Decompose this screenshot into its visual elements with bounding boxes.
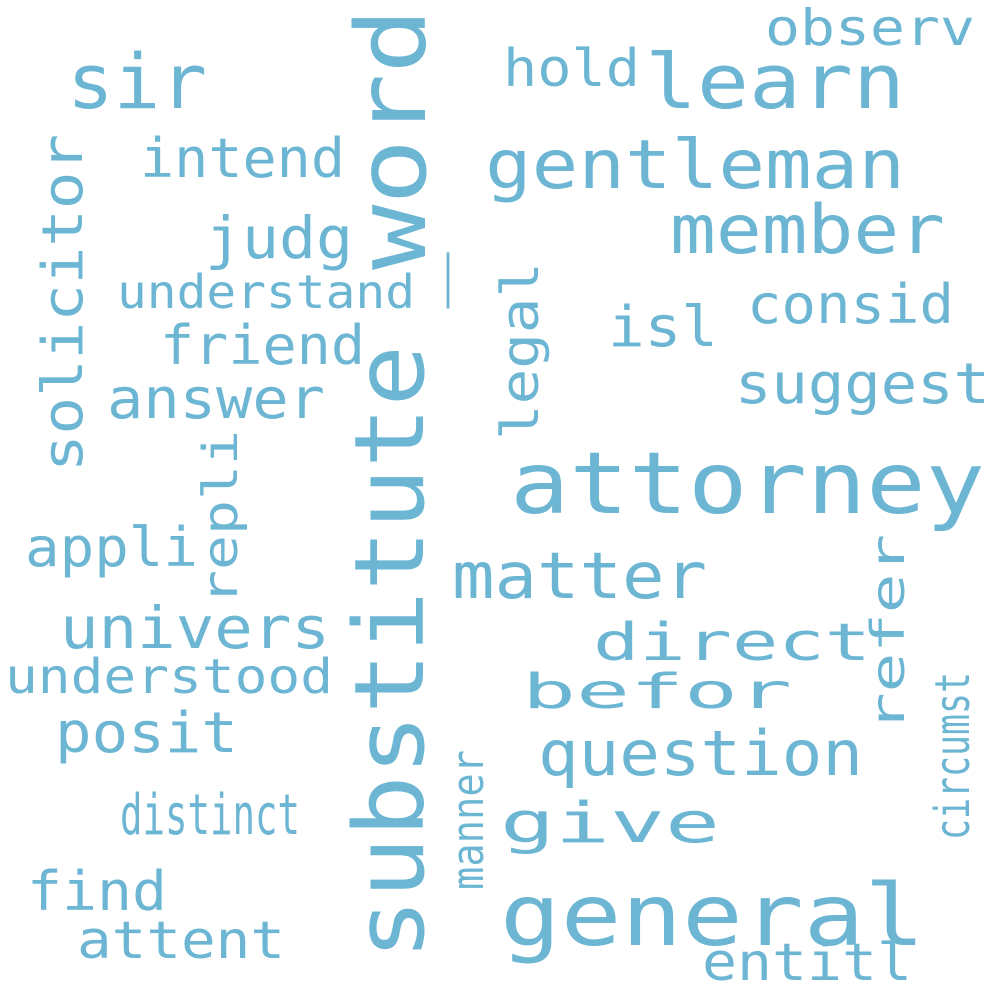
word-entitl: entitl <box>702 933 912 993</box>
word-matter: matter <box>452 540 707 614</box>
word-distinct: direct <box>593 613 871 673</box>
word-learn: learn <box>645 37 905 126</box>
word-isl: isl <box>608 295 718 360</box>
word-refer: distinct <box>120 783 300 848</box>
word-repli: repli <box>193 430 249 605</box>
word-legal: legal <box>491 262 551 440</box>
word-general: general <box>500 866 925 966</box>
word-intend: intend <box>140 127 345 190</box>
word-suggest: suggest <box>735 352 990 417</box>
word-question: question <box>538 717 863 790</box>
word-befor: circumst <box>925 672 981 840</box>
word-pipe: | <box>438 244 458 309</box>
word-answer: answer <box>107 367 325 432</box>
word-gentleman: gentleman <box>485 126 905 205</box>
word-give: manner <box>443 750 494 890</box>
word-understand: understand <box>117 265 415 319</box>
word-friend: friend <box>160 314 365 377</box>
word-appli: appli <box>25 516 198 579</box>
word-member: member <box>670 191 945 270</box>
word-posit: posit <box>55 701 238 766</box>
word-univers: univers <box>60 594 330 662</box>
word-find: find <box>27 860 167 923</box>
word-attorney: attorney <box>510 434 985 534</box>
word-attent: attent <box>77 911 285 971</box>
word-consid: consid <box>747 273 954 336</box>
word-solicitor: solicitor <box>31 134 96 472</box>
word-direct: give <box>500 791 720 856</box>
word-sir: sir <box>67 37 207 126</box>
word-word: word <box>336 8 448 270</box>
word-judg: judg <box>205 204 353 272</box>
word-circumst: befor <box>522 664 792 720</box>
word-hold: hold <box>503 39 640 99</box>
word-understood: understood <box>5 649 333 705</box>
word-observ: observ <box>765 0 975 57</box>
word-substitute: substitute <box>334 345 446 960</box>
word-manner: refer <box>861 534 915 732</box>
